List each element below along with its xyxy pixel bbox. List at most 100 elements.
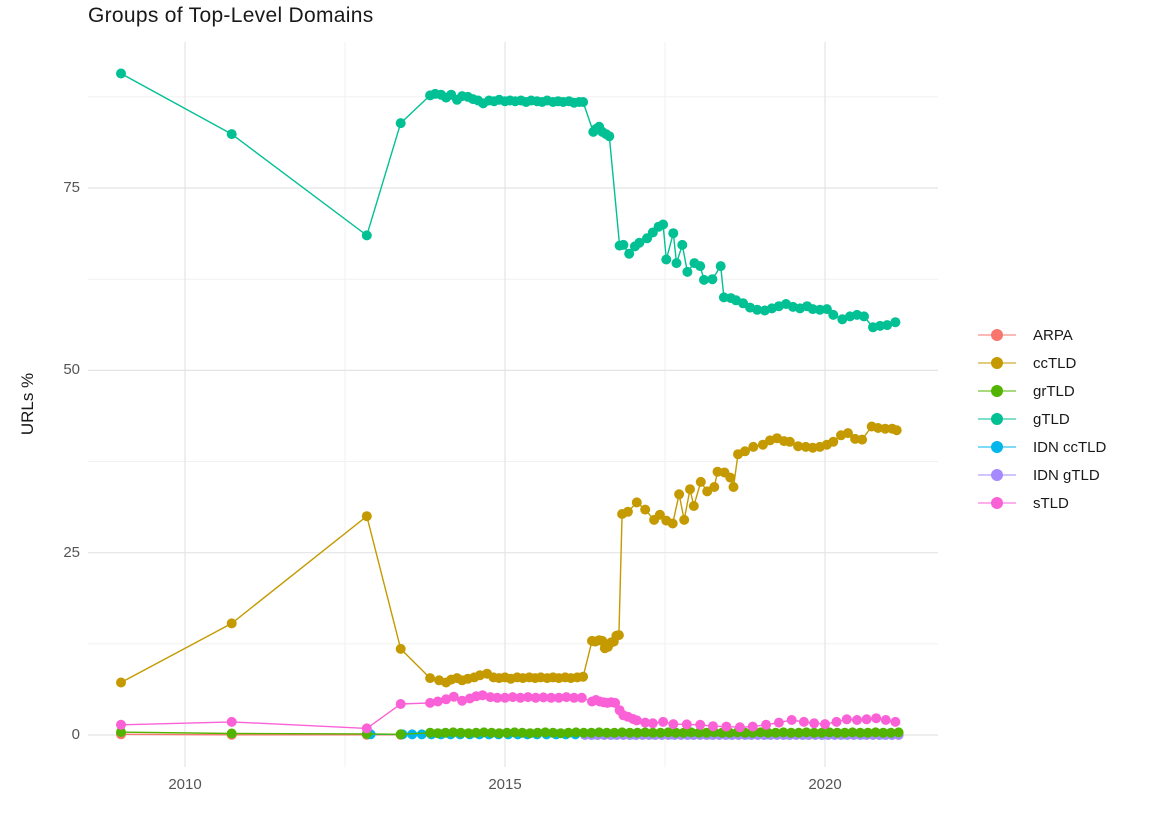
series-cctld-point — [674, 489, 685, 500]
legend-item-gtld: gTLD — [978, 405, 1106, 433]
series-grtld-point — [793, 727, 804, 738]
series-stld-point — [530, 692, 541, 703]
series-stld-point — [773, 717, 784, 728]
series-grtld-point — [494, 728, 505, 739]
series-stld-point — [721, 721, 732, 732]
series-stld — [116, 690, 901, 734]
series-stld-point — [515, 692, 526, 703]
legend-item-idn-cctld: IDN ccTLD — [978, 433, 1106, 461]
series-stld-point — [116, 719, 126, 730]
series-stld-point — [631, 715, 642, 726]
series-stld-point — [448, 691, 459, 702]
series-stld-point — [695, 719, 706, 730]
series-stld-point — [477, 690, 488, 701]
series-cctld-point — [843, 428, 853, 439]
series-stld-point — [734, 722, 745, 733]
legend-label: IDN ccTLD — [1033, 438, 1107, 456]
series-cctld-point — [748, 441, 759, 452]
series-stld-point — [890, 716, 901, 727]
series-grtld-point — [486, 727, 497, 738]
series-grtld-point — [862, 727, 873, 738]
series-cctld-point — [695, 476, 706, 487]
series-grtld-point — [440, 727, 451, 738]
series-cctld-point — [361, 511, 372, 522]
series-gtld-point — [116, 68, 126, 79]
series-gtld-point — [361, 230, 372, 241]
series-cctld-point — [395, 643, 406, 654]
series-grtld-point — [555, 728, 566, 739]
series-gtld-point — [859, 311, 869, 322]
series-stld-point — [786, 715, 797, 725]
series-stld-point — [798, 716, 809, 727]
series-stld-point — [668, 719, 679, 730]
series-gtld-point — [707, 274, 718, 285]
series-cctld-point — [857, 434, 868, 445]
legend-marker-idn-gtld — [978, 469, 1016, 481]
legend-dot-icon — [991, 385, 1003, 397]
series-stld-point — [852, 715, 862, 725]
series-stld-point — [861, 714, 872, 725]
series-stld-point — [747, 721, 758, 732]
series-grtld-point — [578, 727, 589, 738]
x-tick-label: 2015 — [488, 776, 522, 793]
series-grtld-point — [226, 728, 237, 739]
series-cctld-point — [116, 677, 126, 688]
series-grtld-point — [670, 727, 681, 738]
series-stld-point — [425, 697, 436, 708]
series-grtld-point — [586, 727, 597, 738]
series-grtld-point — [632, 727, 643, 738]
series-stld-point — [820, 719, 830, 730]
legend-marker-gtld — [978, 413, 1016, 425]
series-stld-point — [395, 699, 406, 709]
legend-dot-icon — [991, 413, 1003, 425]
legend-dot-icon — [991, 497, 1003, 509]
series-cctld-point — [578, 671, 589, 682]
legend-item-arpa: ARPA — [978, 321, 1106, 349]
legend-marker-cctld — [978, 357, 1016, 369]
series-stld-point — [831, 716, 842, 727]
legend-label: sTLD — [1033, 494, 1069, 512]
series-grtld-point — [517, 727, 528, 738]
legend-item-idn-gtld: IDN gTLD — [978, 461, 1106, 489]
series-stld-point — [880, 715, 891, 725]
series-stld-point — [492, 692, 503, 703]
series-grtld-point — [893, 727, 904, 738]
series-gtld-point — [890, 317, 901, 328]
series-gtld-point — [624, 248, 635, 259]
y-tick-label: 0 — [71, 726, 80, 743]
series-stld-point — [576, 692, 587, 703]
legend-marker-arpa — [978, 329, 1016, 341]
series-cctld — [116, 421, 902, 688]
series-grtld-point — [701, 727, 712, 738]
series-grtld-point — [501, 727, 512, 738]
series-idn-cctld-point — [416, 729, 427, 740]
legend-item-cctld: ccTLD — [978, 349, 1106, 377]
legend-dot-icon — [991, 329, 1003, 341]
series-gtld-point — [677, 239, 688, 250]
series-grtld-point — [870, 727, 881, 738]
legend-marker-idn-cctld — [978, 441, 1016, 453]
series-grtld-point — [463, 728, 474, 739]
series-grtld-point — [448, 727, 459, 738]
series-stld-point — [708, 721, 718, 732]
series-cctld-point — [667, 518, 678, 529]
series-grtld — [116, 727, 904, 740]
series-gtld-point — [821, 304, 832, 315]
legend-item-grtld: grTLD — [978, 377, 1106, 405]
series-gtld-line — [120, 72, 896, 329]
series-stld-point — [761, 719, 772, 730]
series-grtld-point — [778, 727, 789, 738]
series-grtld-point — [885, 727, 896, 738]
series-gtld-point — [604, 131, 615, 142]
series-grtld-point — [471, 727, 482, 738]
series-stld-point — [809, 718, 820, 729]
series-stld-point — [871, 713, 882, 724]
series-grtld-point — [563, 727, 574, 738]
series-grtld-point — [525, 728, 535, 739]
gridlines — [88, 42, 938, 767]
series-cctld-point — [679, 514, 690, 525]
series-stld-point — [523, 692, 533, 703]
series-grtld-point — [395, 729, 406, 740]
series-grtld-point — [478, 727, 489, 738]
series-stld-point — [681, 719, 692, 730]
